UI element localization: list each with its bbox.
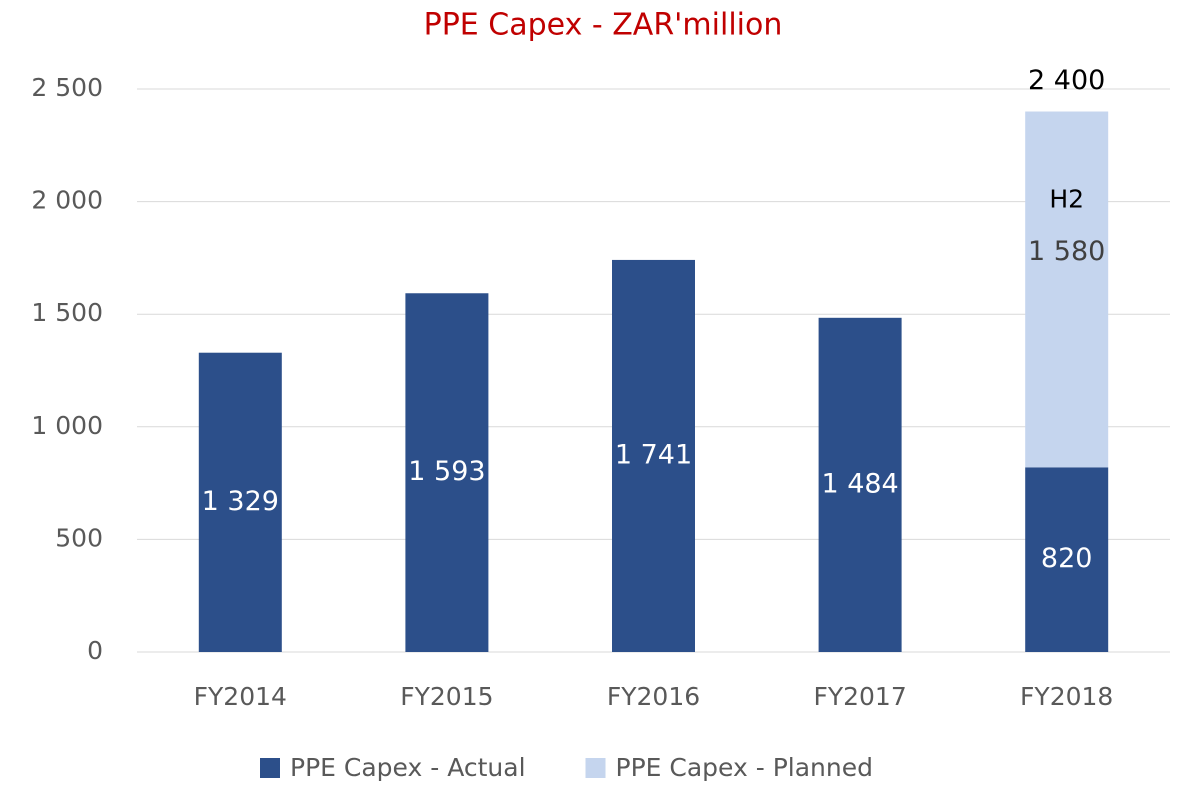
annotation: H2 bbox=[1049, 184, 1084, 213]
legend-label: PPE Capex - Planned bbox=[616, 753, 873, 782]
legend-swatch bbox=[585, 758, 606, 778]
y-tick-label: 1 500 bbox=[31, 298, 103, 327]
y-tick-label: 2 000 bbox=[31, 186, 103, 215]
bar bbox=[405, 293, 489, 652]
x-tick-label: FY2015 bbox=[400, 682, 493, 711]
x-tick-label: FY2017 bbox=[813, 682, 906, 711]
total-label: 2 400 bbox=[1028, 65, 1105, 96]
y-tick-label: 500 bbox=[55, 523, 103, 552]
data-label: 1 580 bbox=[1028, 236, 1105, 267]
legend-swatch bbox=[260, 758, 280, 778]
chart-title: PPE Capex - ZAR'million bbox=[424, 8, 783, 43]
y-tick-label: 2 500 bbox=[31, 73, 103, 102]
data-label: 1 329 bbox=[202, 486, 279, 517]
legend-label: PPE Capex - Actual bbox=[290, 753, 526, 782]
bar bbox=[818, 317, 902, 652]
x-tick-label: FY2016 bbox=[607, 682, 700, 711]
x-tick-label: FY2018 bbox=[1020, 682, 1113, 711]
data-label: 1 741 bbox=[615, 439, 692, 470]
data-label: 1 484 bbox=[821, 468, 898, 499]
data-label: 1 593 bbox=[408, 456, 485, 487]
x-tick-label: FY2014 bbox=[194, 682, 287, 711]
bar bbox=[612, 259, 695, 652]
bar bbox=[1025, 111, 1109, 468]
y-tick-label: 0 bbox=[87, 636, 103, 665]
bar bbox=[1025, 467, 1109, 652]
data-label: 820 bbox=[1041, 543, 1093, 574]
bar bbox=[198, 352, 282, 652]
y-tick-label: 1 000 bbox=[31, 411, 103, 440]
